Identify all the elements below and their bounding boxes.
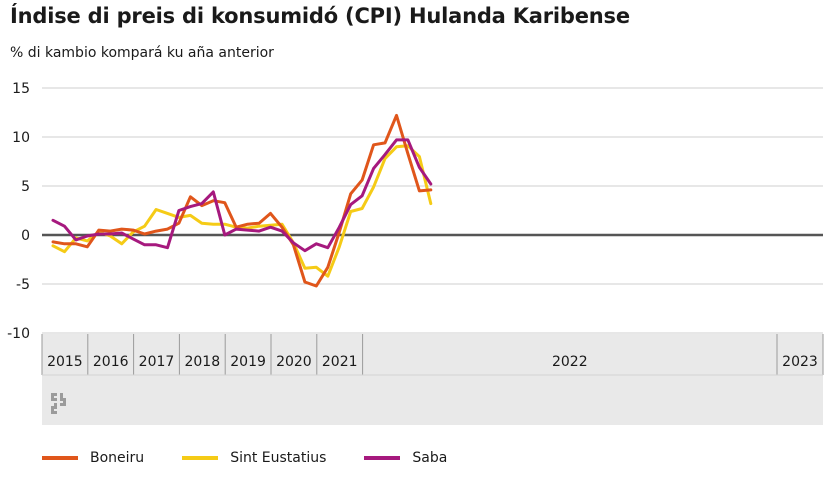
logo-block: [51, 411, 57, 414]
y-tick-label: 10: [12, 130, 30, 146]
legend-swatch-boneiru: [42, 456, 78, 460]
x-tick-label: 2023: [782, 354, 818, 370]
x-axis: 2015 2016 2017 2018 2019 2020 2021 2022 2023: [41, 334, 824, 425]
x-tick-label: 2020: [276, 354, 312, 370]
series-lines: [51, 113, 433, 288]
logo-block: [60, 393, 63, 401]
logo-block: [51, 406, 54, 414]
x-tick-label: 2015: [47, 354, 83, 370]
chart-subtitle: % di kambio kompará ku aña anterior: [10, 45, 274, 61]
logo-block: [51, 398, 57, 401]
x-tick-label: 2022: [552, 354, 588, 370]
x-tick-label: 2019: [230, 354, 266, 370]
legend-item-boneiru[interactable]: Boneiru: [42, 450, 144, 466]
series-line-sint-eustatius: [51, 144, 433, 278]
cbs-logo-icon: [51, 393, 66, 414]
logo-block: [63, 398, 66, 406]
y-tick-label: 15: [12, 81, 30, 97]
legend-item-saba[interactable]: Saba: [364, 450, 447, 466]
legend: Boneiru Sint Eustatius Saba: [42, 446, 485, 470]
chart-title: Índise di preis di konsumidó (CPI) Hulan…: [10, 4, 630, 28]
x-axis-band: [42, 334, 823, 425]
legend-swatch-sint-eustatius: [182, 456, 219, 460]
y-tick-label: -5: [16, 277, 30, 293]
logo-block: [60, 403, 66, 406]
x-tick-label: 2021: [322, 354, 358, 370]
y-tick-label: 0: [21, 228, 30, 244]
y-tick-label: 5: [21, 179, 30, 195]
y-tick-label: -10: [7, 326, 30, 342]
legend-label-boneiru: Boneiru: [90, 450, 145, 466]
logo-block: [54, 403, 57, 406]
y-axis-ticks: 15 10 5 0 -5 -10: [7, 81, 30, 342]
x-tick-label: 2016: [93, 354, 129, 370]
logo-block: [51, 393, 54, 401]
x-tick-label: 2018: [184, 354, 220, 370]
series-line-boneiru: [51, 113, 433, 288]
x-tick-label: 2017: [139, 354, 175, 370]
legend-label-saba: Saba: [412, 450, 448, 466]
series-line-saba: [51, 138, 433, 253]
legend-swatch-saba: [364, 456, 401, 460]
legend-label-sint-eustatius: Sint Eustatius: [230, 450, 327, 466]
legend-item-sint-eustatius[interactable]: Sint Eustatius: [182, 450, 326, 466]
